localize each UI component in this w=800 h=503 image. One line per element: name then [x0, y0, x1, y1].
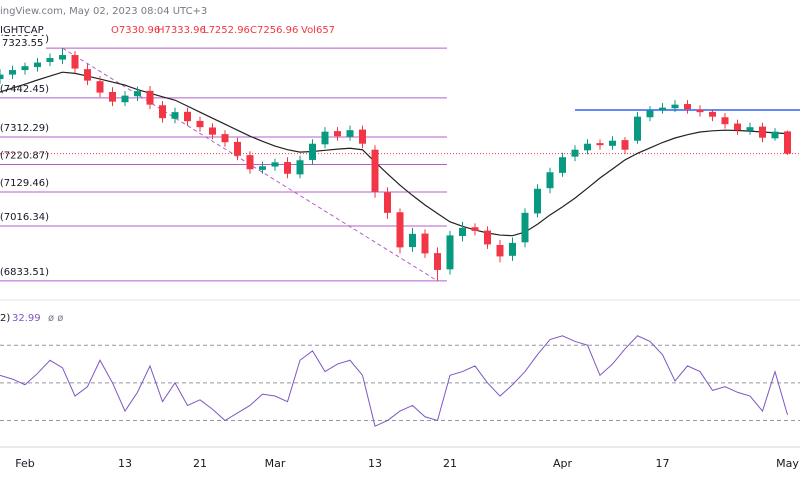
x-tick-label: 21 [193, 457, 207, 470]
candle-body [171, 112, 179, 119]
candle-body [421, 233, 429, 254]
candle-body [271, 162, 279, 167]
candle-body [46, 58, 54, 62]
candle-body [334, 131, 341, 137]
x-tick-label: 13 [368, 457, 382, 470]
ohlc-value: L7252.96 [203, 25, 250, 36]
fib-label: 382(7129.46) [0, 178, 49, 189]
candle-body [459, 227, 466, 236]
candle-body [509, 242, 516, 256]
candle-body [384, 192, 391, 213]
x-tick-label: 13 [118, 457, 132, 470]
candle-body [484, 230, 491, 245]
candle-body [359, 129, 366, 144]
candle-body [534, 188, 541, 214]
candle-body [21, 66, 29, 71]
candle-body [584, 143, 591, 151]
ohlc-value: Vol657 [301, 25, 335, 36]
candle-body [71, 55, 79, 69]
fib-label: 618(7312.29) [0, 123, 49, 134]
candle-body [146, 90, 154, 105]
x-tick-label: 21 [443, 457, 457, 470]
candle-body [521, 212, 529, 243]
x-tick-label: May [776, 457, 799, 470]
candle-body [596, 143, 604, 146]
candle-body [96, 81, 104, 93]
candle-body [784, 131, 791, 154]
candle-body [221, 134, 229, 143]
fib-label: 0.5(7220.87) [0, 150, 49, 161]
ma-value-box [0, 36, 46, 49]
candle-body [34, 62, 41, 68]
candle-body [9, 70, 16, 75]
candle-body [646, 110, 654, 118]
candle-body [84, 69, 91, 81]
candle-body [296, 160, 304, 175]
candle-body [771, 131, 779, 139]
candle-body [446, 235, 454, 270]
candle-body [121, 95, 129, 103]
candle-body [134, 91, 141, 97]
candle-body [546, 172, 554, 189]
candle-body [559, 157, 566, 173]
candle-body [109, 92, 116, 102]
candle-body [634, 116, 641, 141]
candle-body [59, 55, 66, 60]
candle-body [209, 127, 216, 135]
x-tick-label: Mar [265, 457, 286, 470]
candle-body [721, 117, 729, 125]
fib-label: 0(6833.51) [0, 267, 49, 278]
candle-body [409, 233, 416, 248]
rsi-line [0, 335, 788, 427]
candle-body [159, 105, 166, 119]
fib-label: 786(7442.45) [0, 84, 49, 95]
x-tick-label: Feb [15, 457, 34, 470]
candle-body [746, 127, 754, 131]
candle-body [284, 162, 291, 174]
candle-body [246, 155, 254, 170]
x-tick-label: 17 [656, 457, 670, 470]
fib-label: 236(7016.34) [0, 212, 49, 223]
candle-body [571, 149, 579, 157]
candle-body [734, 123, 741, 131]
rsi-value: 32.99 [12, 313, 41, 324]
ohlc-value: H7333.96 [157, 25, 206, 36]
candle-body [196, 120, 204, 128]
candle-body [621, 140, 629, 150]
ohlc-value: O7330.96 [111, 25, 160, 36]
candle-body [0, 74, 4, 80]
candle-body [234, 141, 241, 156]
candle-body [759, 126, 766, 138]
ma-line [0, 71, 788, 237]
rsi-prefix: 2) [0, 313, 10, 324]
symbol: IGHTCAP [0, 25, 44, 36]
candle-body [371, 149, 379, 192]
ma-value: 7323.55 [2, 38, 43, 49]
candle-body [709, 111, 716, 117]
candle-body [259, 166, 266, 170]
candle-body [184, 111, 191, 122]
candle-body [396, 212, 404, 248]
source-text: ingView.com, May 02, 2023 08:04 UTC+3 [0, 6, 207, 17]
candle-body [471, 227, 479, 231]
candle-body [609, 140, 616, 146]
candle-body [684, 104, 691, 110]
rsi-suffix: ø ø [48, 313, 63, 324]
candle-body [696, 109, 704, 113]
candle-body [321, 131, 329, 145]
candle-body [346, 130, 354, 137]
candle-body [496, 244, 504, 257]
candle-body [659, 107, 666, 111]
candle-body [309, 143, 316, 160]
candle-body [671, 104, 679, 109]
ohlc-value: C7256.96 [250, 25, 298, 36]
candle-body [434, 253, 441, 270]
x-tick-label: Apr [553, 457, 573, 470]
